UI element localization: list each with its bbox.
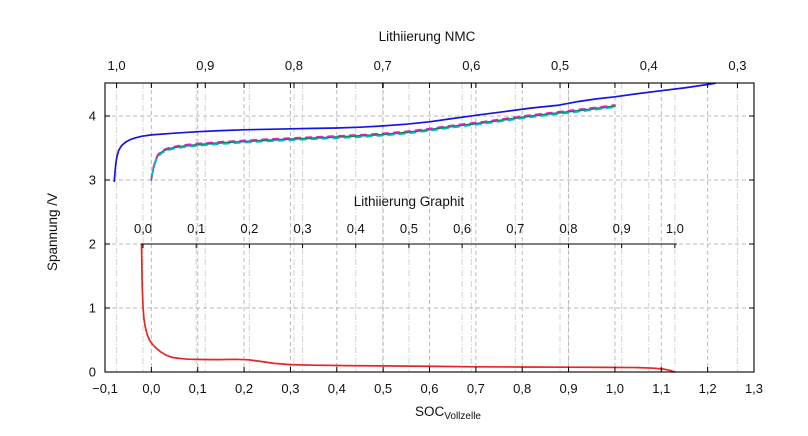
nmc-tick-label: 0,5 <box>551 58 569 73</box>
soc-tick-label: 0,5 <box>374 381 392 396</box>
soc-tick-label: 1,3 <box>745 381 763 396</box>
voltage-tick-label: 1 <box>89 301 96 316</box>
nmc-tick-label: 0,8 <box>285 58 303 73</box>
voltage-tick-label: 4 <box>89 109 96 124</box>
nmc-tick-label: 1,0 <box>108 58 126 73</box>
graphit-tick-label: 1,0 <box>666 221 684 236</box>
curves <box>113 82 716 373</box>
graphit-tick-label: 0,6 <box>453 221 471 236</box>
soc-tick-label: −0,1 <box>92 381 118 396</box>
soc-tick-label: 0,8 <box>513 381 531 396</box>
graphit-tick-label: 0,9 <box>613 221 631 236</box>
soc-tick-label: 0,6 <box>420 381 438 396</box>
curve-graphit-potential <box>140 243 676 373</box>
soc-tick-label: 0,3 <box>281 381 299 396</box>
graphit-axis <box>141 243 677 249</box>
graphit-tick-label: 0,1 <box>187 221 205 236</box>
soc-tick-label: 0,7 <box>467 381 485 396</box>
soc-tick-label: 0,0 <box>142 381 160 396</box>
soc-tick-label: 0,4 <box>328 381 346 396</box>
graphit-tick-label: 0,2 <box>240 221 258 236</box>
graphit-tick-label: 0,8 <box>559 221 577 236</box>
voltage-axis-label: Spannung /V <box>45 193 60 271</box>
soc-axis-label: SOCVollzelle <box>415 404 481 422</box>
graphit-tick-label: 0,5 <box>400 221 418 236</box>
voltage-tick-label: 0 <box>89 365 96 380</box>
nmc-tick-label: 0,6 <box>462 58 480 73</box>
voltage-tick-label: 3 <box>89 173 96 188</box>
axis-ticks <box>104 83 755 372</box>
nmc-tick-label: 0,7 <box>374 58 392 73</box>
graphit-tick-label: 0,0 <box>134 221 152 236</box>
nmc-tick-label: 0,3 <box>728 58 746 73</box>
nmc-tick-label: 0,9 <box>196 58 214 73</box>
nmc-tick-label: 0,4 <box>640 58 658 73</box>
soc-tick-label: 1,2 <box>699 381 717 396</box>
soc-tick-label: 0,1 <box>189 381 207 396</box>
soc-tick-label: 0,9 <box>560 381 578 396</box>
graphit-tick-label: 0,3 <box>294 221 312 236</box>
curve-nmc-potential <box>113 82 716 183</box>
voltage-tick-label: 2 <box>89 237 96 252</box>
nmc-axis-title: Lithiierung NMC <box>379 29 476 44</box>
soc-tick-label: 0,2 <box>235 381 253 396</box>
graphit-tick-label: 0,4 <box>347 221 365 236</box>
graphit-axis-title: Lithiierung Graphit <box>354 194 465 209</box>
soc-tick-label: 1,0 <box>606 381 624 396</box>
curve-vollzelle-ocv-magenta-dashed <box>150 104 616 180</box>
curve-vollzelle-ocv-cyan-dashed <box>150 106 616 182</box>
soc-tick-label: 1,1 <box>652 381 670 396</box>
graphit-tick-label: 0,7 <box>506 221 524 236</box>
